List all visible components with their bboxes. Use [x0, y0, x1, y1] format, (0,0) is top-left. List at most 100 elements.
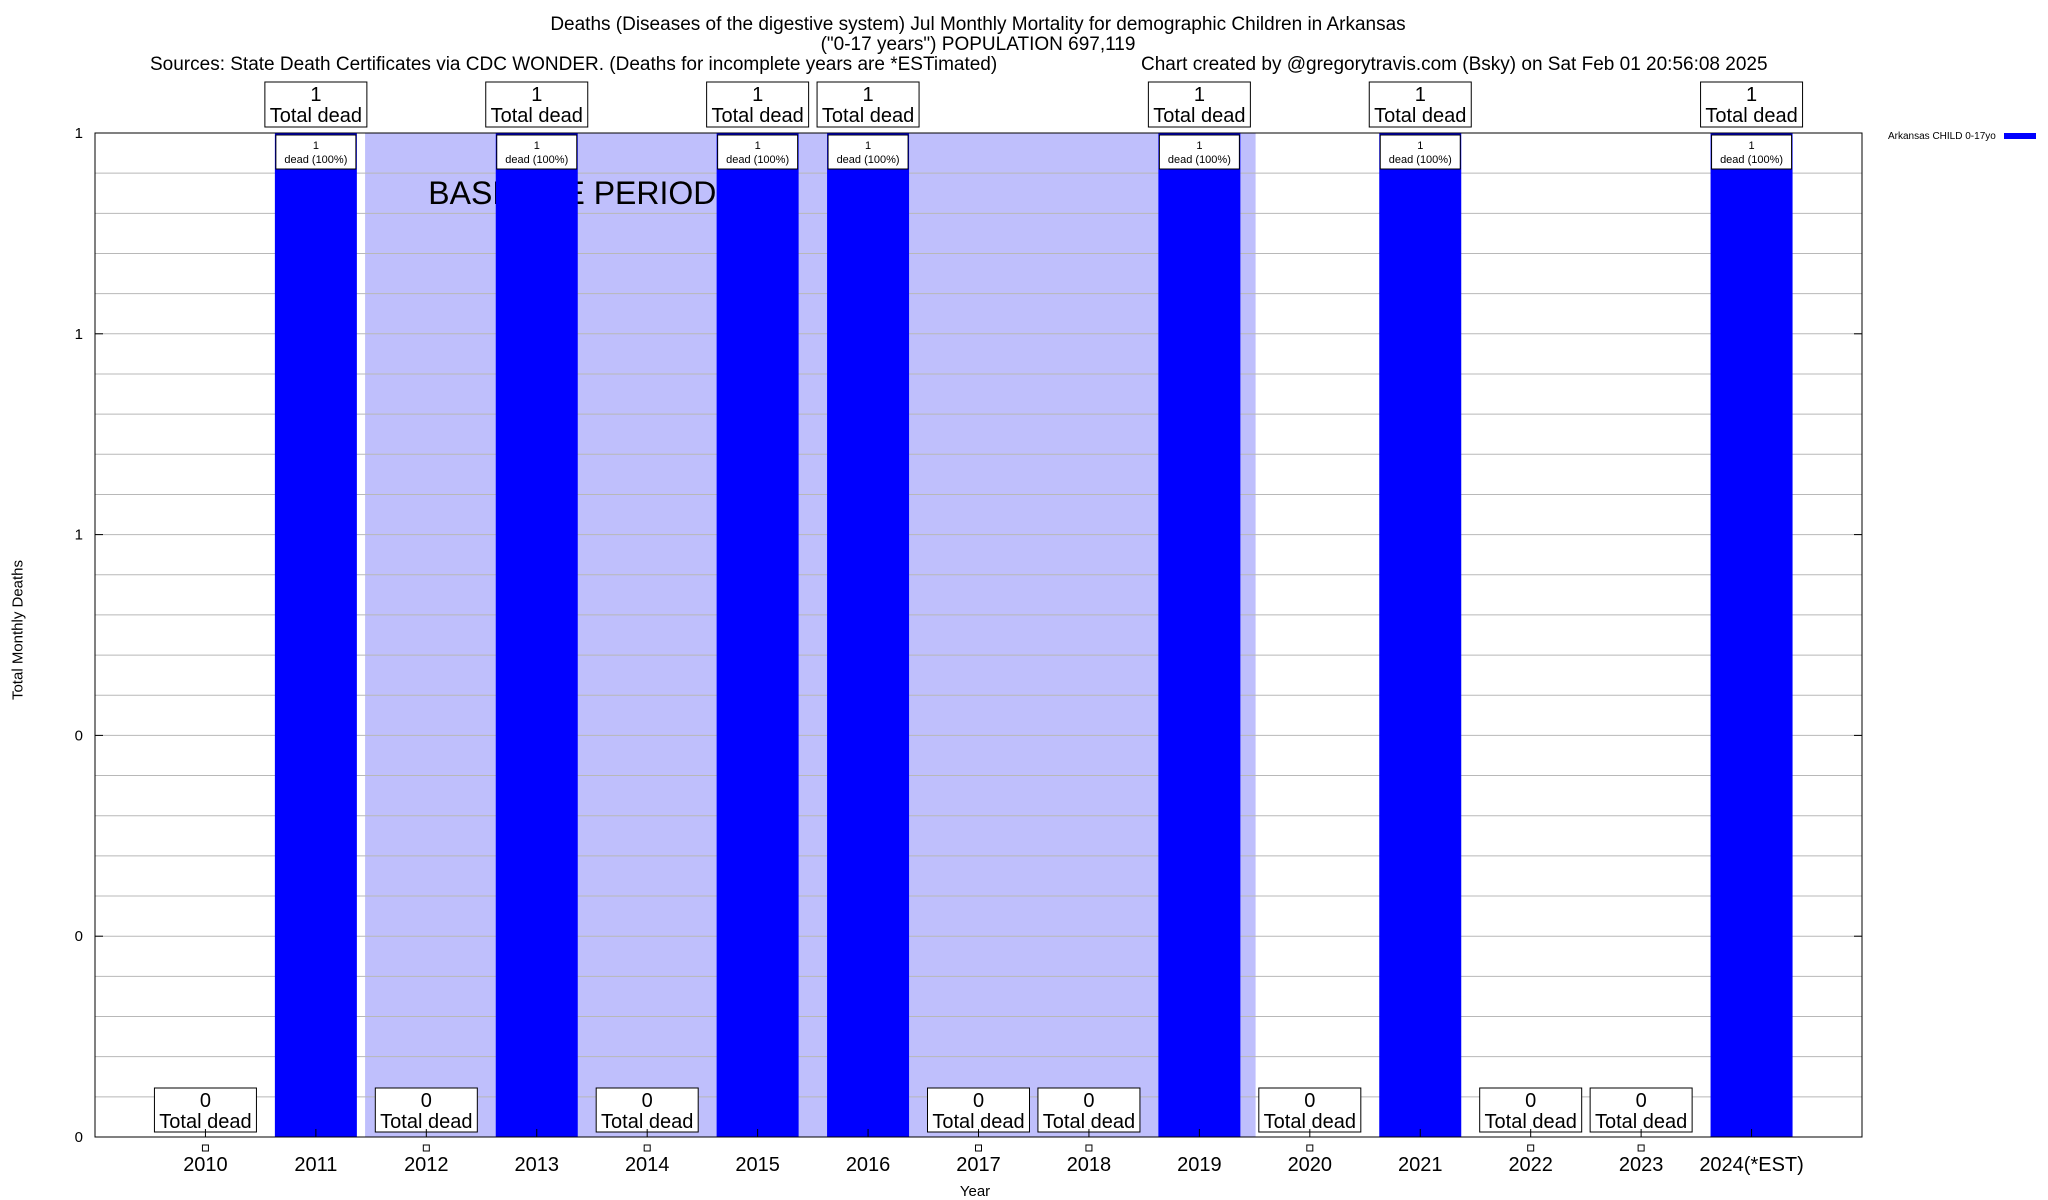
total-dead-value: 1: [310, 84, 321, 106]
chart-title-line1: Deaths (Diseases of the digestive system…: [550, 14, 1406, 35]
total-dead-value: 0: [1525, 1090, 1536, 1112]
total-dead-label: Total dead: [1595, 1111, 1687, 1133]
total-dead-label: Total dead: [822, 105, 914, 127]
zero-marker: [1306, 1144, 1314, 1152]
y-tick-label: 1: [75, 125, 83, 142]
y-tick-label: 1: [75, 326, 83, 343]
bar-inner-label-box: [1379, 134, 1461, 170]
bar: [274, 133, 357, 1137]
plot-border: [94, 132, 1863, 1138]
bar-percent-label: dead (100%): [1389, 154, 1452, 166]
bar-value-label: 1: [534, 140, 540, 152]
bar-inner-label-box: [827, 134, 909, 170]
total-dead-box: [927, 1087, 1030, 1133]
total-dead-value: 1: [1194, 84, 1205, 106]
total-dead-value: 1: [1415, 84, 1426, 106]
bar-percent-label: dead (100%): [505, 154, 568, 166]
total-dead-value: 1: [863, 84, 874, 106]
x-tick-label: 2013: [515, 1154, 560, 1176]
total-dead-box: [1700, 81, 1804, 128]
bar-percent-label: dead (100%): [1168, 154, 1231, 166]
bar: [716, 133, 799, 1137]
bar-percent-label: dead (100%): [1720, 154, 1783, 166]
total-dead-box: [595, 1087, 699, 1133]
total-dead-value: 0: [973, 1090, 984, 1112]
x-tick-label: 2018: [1067, 1154, 1112, 1176]
x-axis-label: Year: [959, 1183, 991, 1200]
zero-marker: [643, 1144, 651, 1152]
bar-inner-label-box: [717, 134, 799, 170]
bar-percent-label: dead (100%): [284, 154, 347, 166]
bar-inner-label-box: [1158, 134, 1240, 170]
total-dead-box: [1368, 81, 1472, 128]
total-dead-label: Total dead: [491, 105, 583, 127]
total-dead-box: [264, 81, 368, 128]
x-tick-label: 2014: [625, 1154, 670, 1176]
total-dead-value: 1: [1746, 84, 1757, 106]
bar-inner-label-box: [1711, 134, 1793, 170]
x-tick-label: 2012: [404, 1154, 449, 1176]
total-dead-label: Total dead: [1043, 1111, 1135, 1133]
total-dead-value: 0: [200, 1090, 211, 1112]
total-dead-label: Total dead: [711, 105, 803, 127]
bar-value-label: 1: [1749, 140, 1755, 152]
total-dead-value: 0: [1083, 1090, 1094, 1112]
x-tick-label: 2023: [1619, 1154, 1664, 1176]
legend-swatch: [2003, 133, 2036, 140]
bar: [495, 133, 578, 1137]
total-dead-value: 0: [421, 1090, 432, 1112]
total-dead-box: [1258, 1087, 1362, 1133]
x-tick-label: 2021: [1398, 1154, 1443, 1176]
total-dead-box: [816, 81, 920, 128]
bar-value-label: 1: [755, 140, 761, 152]
y-tick-label: 0: [75, 928, 83, 945]
zero-marker: [975, 1144, 982, 1152]
y-tick-label: 0: [75, 727, 83, 744]
total-dead-value: 0: [1636, 1090, 1647, 1112]
total-dead-box: [1147, 81, 1251, 128]
x-tick-label: 2019: [1177, 1154, 1222, 1176]
total-dead-box: [1479, 1087, 1583, 1133]
total-dead-value: 1: [752, 84, 763, 106]
x-tick-label: 2024(*EST): [1699, 1154, 1804, 1176]
total-dead-value: 0: [642, 1090, 653, 1112]
total-dead-label: Total dead: [1153, 105, 1245, 127]
total-dead-box: [153, 1087, 257, 1133]
total-dead-label: Total dead: [601, 1111, 693, 1133]
bar-value-label: 1: [313, 140, 319, 152]
x-tick-label: 2011: [294, 1154, 337, 1176]
total-dead-label: Total dead: [932, 1111, 1024, 1133]
y-tick-label: 0: [75, 1129, 83, 1146]
x-tick-label: 2017: [956, 1154, 1001, 1176]
total-dead-box: [1589, 1087, 1693, 1133]
bar-inner-label-box: [496, 134, 578, 170]
bar: [1710, 133, 1793, 1137]
bar: [827, 133, 910, 1137]
x-tick-label: 2010: [183, 1154, 228, 1176]
total-dead-box: [706, 81, 810, 128]
bar: [1158, 133, 1241, 1137]
chart-title-line2: ("0-17 years") POPULATION 697,119: [820, 34, 1136, 55]
total-dead-label: Total dead: [380, 1111, 472, 1133]
zero-marker: [1637, 1144, 1645, 1152]
x-tick-label: 2022: [1508, 1154, 1553, 1176]
total-dead-label: Total dead: [159, 1111, 251, 1133]
total-dead-value: 0: [1304, 1090, 1315, 1112]
total-dead-label: Total dead: [270, 105, 362, 127]
bar-percent-label: dead (100%): [726, 154, 789, 166]
bar-value-label: 1: [1196, 140, 1202, 152]
total-dead-value: 1: [531, 84, 542, 106]
total-dead-label: Total dead: [1485, 1111, 1577, 1133]
y-tick-label: 1: [75, 527, 83, 544]
x-tick-label: 2016: [846, 1154, 891, 1176]
x-tick-label: 2020: [1288, 1154, 1333, 1176]
x-tick-label: 2015: [735, 1154, 780, 1176]
bar-value-label: 1: [865, 140, 871, 152]
bar-percent-label: dead (100%): [837, 154, 900, 166]
chart-credit: Chart created by @gregorytravis.com (Bsk…: [1141, 54, 1768, 75]
bar-inner-label-box: [275, 134, 357, 170]
zero-marker: [1085, 1144, 1093, 1152]
legend: Arkansas CHILD 0-17yo: [1888, 131, 2036, 142]
bar: [1379, 133, 1462, 1137]
